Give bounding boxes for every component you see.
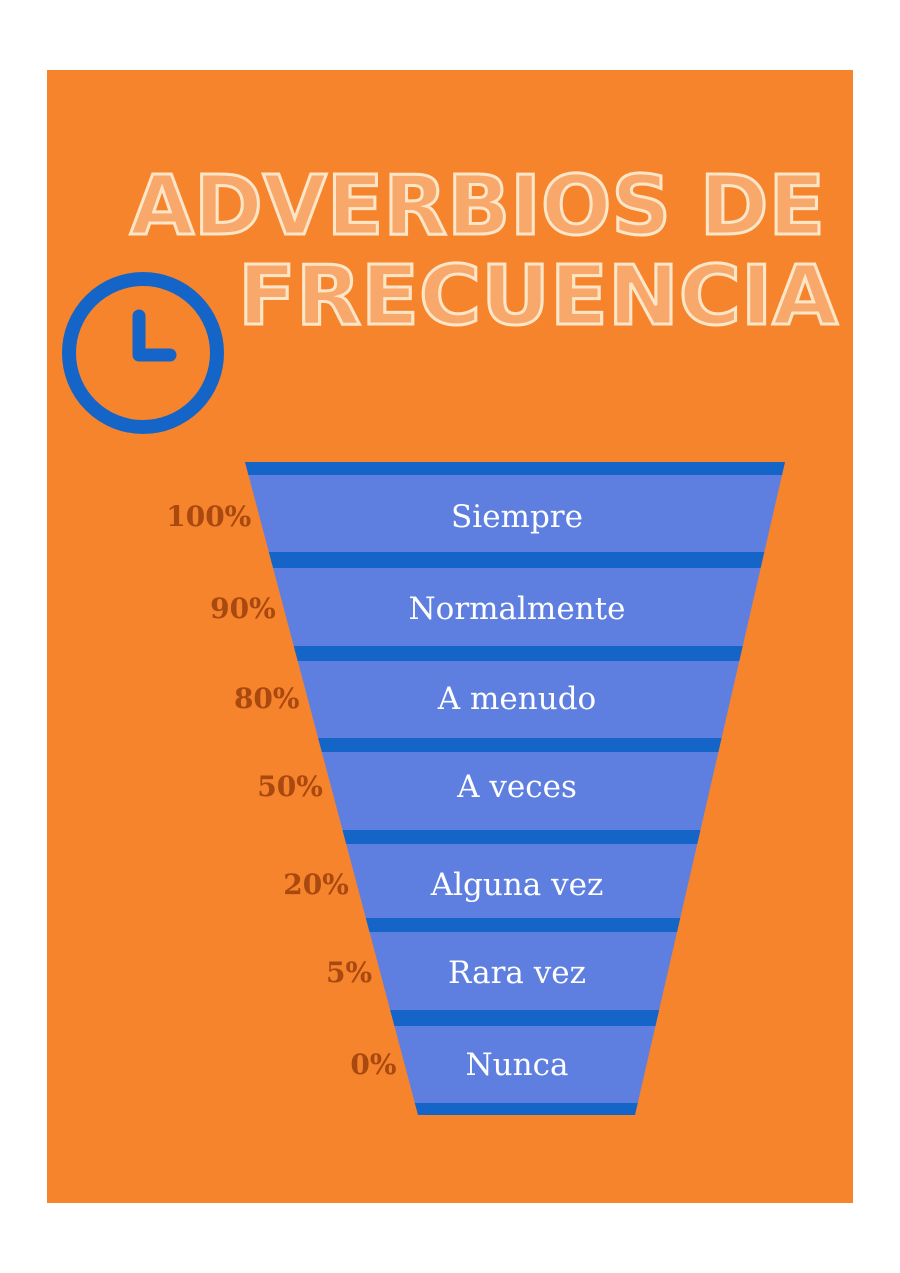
funnel-level-label: A veces [456,769,577,805]
funnel-divider [245,830,785,844]
funnel-level-label: Siempre [451,499,583,535]
funnel-level-label: Normalmente [409,591,626,627]
funnel-divider [245,918,785,932]
funnel-level-label: Alguna vez [430,867,604,903]
funnel-divider [245,646,785,661]
funnel-divider [245,462,785,475]
funnel-level-label: Rara vez [448,955,586,991]
percent-label: 90% [210,592,276,625]
percent-label: 0% [350,1048,396,1081]
percent-label: 5% [326,956,372,989]
title-line-1: ADVERBIOS DE [130,159,825,254]
percent-label: 20% [283,868,349,901]
clock-icon [62,272,224,434]
title-line-2: FRECUENCIA [238,249,839,344]
funnel-divider [245,552,785,568]
funnel-level-label: A menudo [437,681,596,717]
percent-label: 80% [234,682,300,715]
funnel-level-label: Nunca [466,1047,569,1083]
percent-label: 100% [166,500,251,533]
percent-label: 50% [257,770,323,803]
funnel-divider [245,738,785,752]
